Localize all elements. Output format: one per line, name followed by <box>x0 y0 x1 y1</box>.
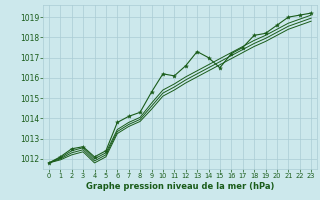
X-axis label: Graphe pression niveau de la mer (hPa): Graphe pression niveau de la mer (hPa) <box>86 182 274 191</box>
